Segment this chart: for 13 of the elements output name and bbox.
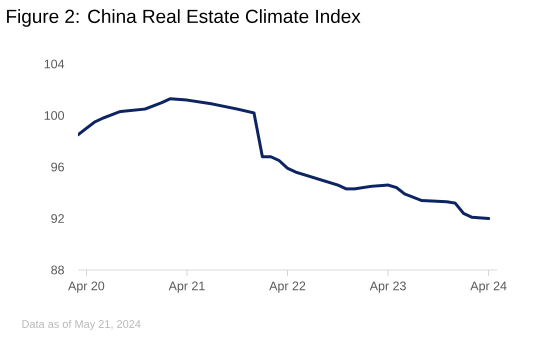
text: Data as of May 21, 2024 (22, 320, 141, 330)
chart-title: Figure 2: China Real Estate Climate Index (7, 9, 361, 27)
x-tick-label: Apr 23 (370, 282, 406, 293)
line-series (78, 97, 490, 220)
y-tick-label: 100 (44, 111, 64, 120)
y-tick-label: 88 (51, 266, 64, 274)
y-tick-label: 104 (44, 60, 64, 68)
x-tick-label: Apr 21 (168, 282, 205, 293)
y-tick-label: 96 (51, 162, 64, 172)
x-tick-label: Apr 24 (470, 282, 507, 293)
x-tick-label: Apr 22 (269, 282, 306, 293)
y-tick-label: 92 (51, 214, 64, 223)
x-tick-label: Apr 20 (68, 282, 104, 293)
